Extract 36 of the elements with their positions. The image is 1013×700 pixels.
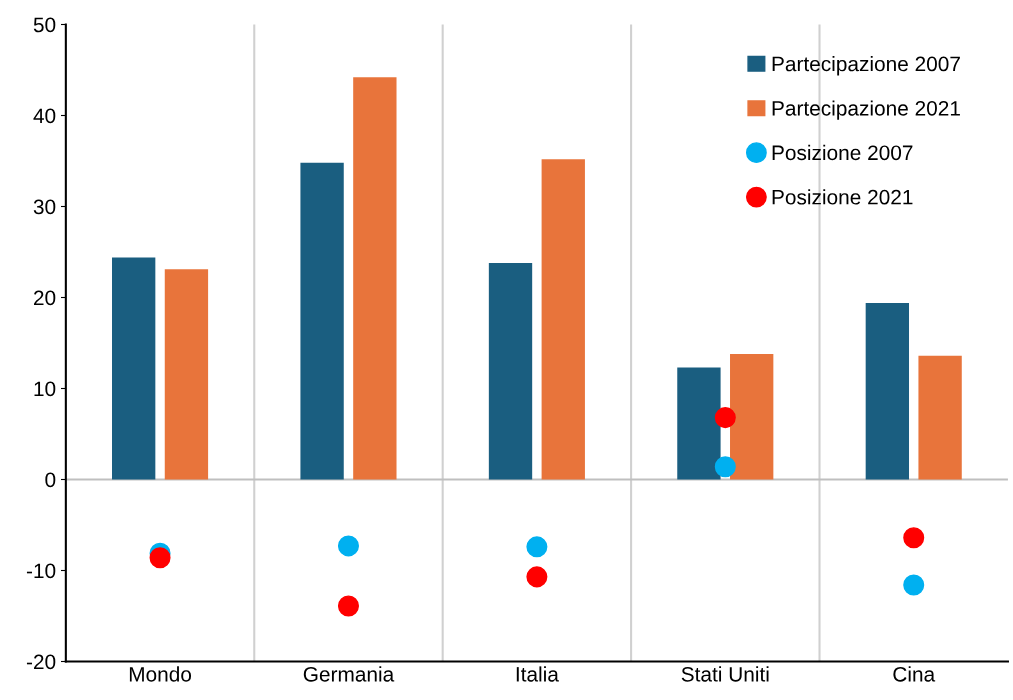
x-tick-label: Germania xyxy=(303,666,395,682)
y-tick-label: 20 xyxy=(34,290,56,306)
bar xyxy=(164,269,209,480)
legend-label: Posizione 2007 xyxy=(772,144,913,161)
bar xyxy=(677,367,721,480)
bar xyxy=(541,159,585,480)
y-tick-label: 10 xyxy=(34,381,56,397)
x-tick-label: Mondo xyxy=(129,666,192,682)
point xyxy=(526,566,548,588)
bar xyxy=(112,257,156,480)
point xyxy=(526,536,548,558)
bar xyxy=(488,262,533,480)
point xyxy=(337,535,359,557)
point xyxy=(903,527,925,549)
legend-label: Partecipazione 2007 xyxy=(772,55,960,76)
bar xyxy=(730,353,774,480)
x-tick-label: Stati Uniti xyxy=(681,666,769,682)
legend-label: Partecipazione 2021 xyxy=(772,100,960,120)
point xyxy=(337,595,359,617)
y-tick-label: 0 xyxy=(45,472,56,488)
point xyxy=(714,456,736,478)
y-tick-label: 50 xyxy=(33,17,56,33)
point xyxy=(149,547,171,569)
y-tick-label: 40 xyxy=(33,108,56,124)
legend-label: Posizione 2021 xyxy=(772,189,913,205)
point xyxy=(714,407,736,429)
x-tick-label: Cina xyxy=(893,666,936,682)
bar xyxy=(353,77,397,480)
bar xyxy=(300,162,344,480)
y-tick-label: -20 xyxy=(26,654,56,670)
y-tick-label: 30 xyxy=(33,199,56,215)
y-tick-label: -10 xyxy=(26,563,56,579)
bar xyxy=(865,302,910,480)
bar xyxy=(918,355,962,480)
x-tick-label: Italia xyxy=(516,666,559,682)
point xyxy=(903,574,925,596)
